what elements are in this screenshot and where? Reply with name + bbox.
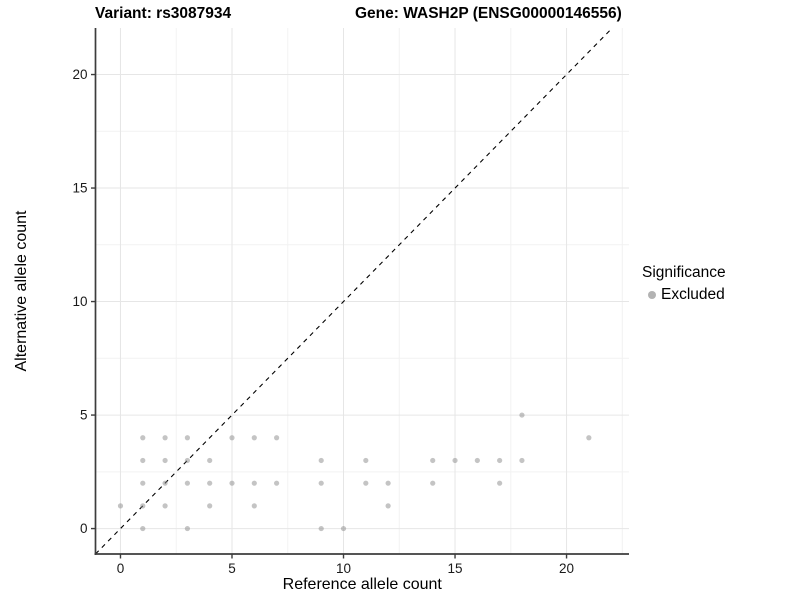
- data-point: [519, 457, 525, 464]
- data-point: [318, 457, 324, 464]
- legend-item-label: Excluded: [661, 286, 725, 303]
- data-point: [184, 435, 190, 441]
- data-point: [586, 435, 592, 441]
- data-point: [251, 503, 257, 509]
- x-tick-label: 15: [448, 561, 463, 576]
- data-point: [251, 435, 257, 441]
- data-point: [162, 503, 168, 509]
- data-point: [430, 480, 436, 486]
- y-axis-title: Alternative allele count: [13, 210, 30, 372]
- x-tick-label: 0: [117, 561, 125, 576]
- data-point: [318, 480, 324, 486]
- data-point: [140, 525, 146, 532]
- legend: Significance Excluded: [642, 264, 726, 304]
- data-point: [162, 457, 168, 464]
- data-point: [229, 480, 235, 486]
- data-point: [140, 435, 146, 441]
- y-tick-label: 0: [80, 521, 88, 536]
- data-point: [140, 503, 146, 509]
- y-tick-label: 20: [72, 67, 87, 82]
- data-point: [162, 480, 168, 486]
- data-point: [117, 503, 124, 509]
- data-point: [318, 525, 324, 532]
- data-point: [184, 457, 190, 464]
- data-point: [274, 435, 280, 441]
- data-point: [497, 457, 503, 464]
- data-point: [340, 525, 347, 532]
- y-tick-label: 10: [72, 294, 87, 309]
- data-point: [140, 457, 146, 464]
- gene-title: Gene: WASH2P (ENSG00000146556): [355, 5, 622, 22]
- identity-reference-line: [95, 27, 613, 555]
- data-point: [519, 412, 525, 418]
- legend-item-excluded: Excluded: [642, 286, 726, 304]
- data-point: [430, 457, 436, 464]
- variant-title: Variant: rs3087934: [95, 5, 232, 22]
- data-point: [251, 480, 257, 486]
- data-point: [385, 480, 391, 486]
- data-point: [363, 457, 369, 464]
- data-point: [385, 503, 391, 509]
- x-tick-label: 10: [336, 561, 351, 576]
- x-tick-label: 5: [228, 561, 236, 576]
- data-point: [274, 480, 280, 486]
- legend-title: Significance: [642, 264, 726, 281]
- y-tick-label: 5: [80, 408, 88, 423]
- data-point: [229, 435, 235, 441]
- data-point: [207, 503, 213, 509]
- data-point: [140, 480, 146, 486]
- data-point: [207, 480, 213, 486]
- data-point: [363, 480, 369, 486]
- legend-point-icon: [648, 291, 656, 299]
- data-point: [497, 480, 503, 486]
- data-point: [184, 480, 190, 486]
- data-point: [184, 525, 190, 532]
- x-tick-label: 20: [559, 561, 574, 576]
- x-axis-title: Reference allele count: [283, 576, 443, 593]
- data-point: [162, 435, 168, 441]
- data-point: [207, 457, 213, 464]
- data-point: [474, 457, 480, 464]
- y-tick-label: 15: [72, 181, 87, 196]
- data-point: [452, 457, 458, 464]
